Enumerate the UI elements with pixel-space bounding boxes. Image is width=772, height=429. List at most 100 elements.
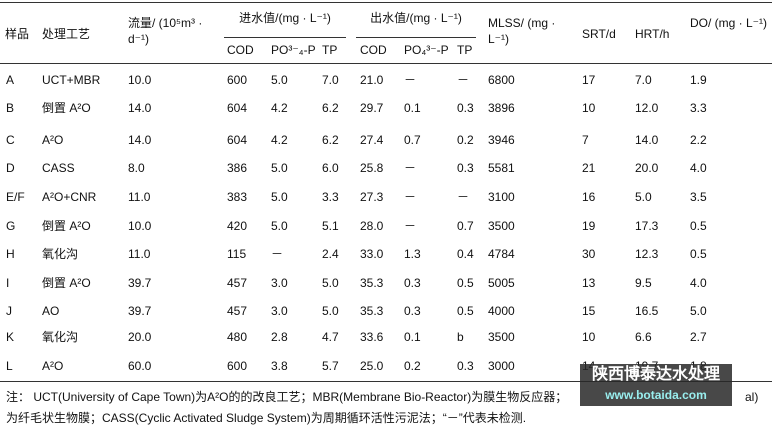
- cell: 3000: [488, 359, 515, 373]
- cell: 5581: [488, 161, 515, 175]
- cell: －: [404, 73, 417, 87]
- cell: L: [6, 359, 13, 373]
- cell: 8.0: [128, 161, 145, 175]
- cell: 19: [582, 219, 596, 233]
- cell: 27.3: [360, 190, 384, 204]
- cell: 0.5: [690, 219, 707, 233]
- cell: 5.0: [690, 304, 707, 318]
- cell: －: [457, 190, 470, 204]
- cell: 4784: [488, 247, 515, 261]
- cell: 0.3: [457, 101, 474, 115]
- cell: 28.0: [360, 219, 384, 233]
- subheader: PO³⁻₄-P: [271, 43, 316, 57]
- header: 流量/ (10⁵m³ · d⁻¹): [128, 16, 203, 46]
- cell: 29.7: [360, 101, 384, 115]
- cell: 6.6: [635, 330, 652, 344]
- note: al): [745, 390, 759, 404]
- cell: 7: [582, 133, 589, 147]
- watermark-title: 陕西博泰达水处理: [591, 366, 720, 383]
- cell: 4.7: [322, 330, 339, 344]
- cell: 2.4: [322, 247, 339, 261]
- cell: 7.0: [322, 73, 339, 87]
- cell: 5.0: [322, 304, 339, 318]
- cell: A: [6, 73, 15, 87]
- cell: 5.0: [271, 73, 288, 87]
- subheader: COD: [227, 43, 254, 57]
- cell: 6800: [488, 73, 515, 87]
- cell: 14.0: [128, 133, 152, 147]
- watermark: 陕西博泰达水处理 www.botaida.com: [580, 364, 732, 406]
- cell: 3.3: [690, 101, 707, 115]
- header: 处理工艺: [42, 27, 91, 41]
- cell: 25.8: [360, 161, 384, 175]
- cell: 0.3: [457, 161, 474, 175]
- cell: 21: [582, 161, 596, 175]
- group-rule: [224, 37, 346, 38]
- cell: AO: [42, 304, 60, 318]
- header: 进水值/(mg · L⁻¹): [239, 11, 331, 25]
- cell: 6.2: [322, 133, 339, 147]
- cell: 7.0: [635, 73, 652, 87]
- cell: 604: [227, 101, 248, 115]
- cell: 0.5: [457, 304, 474, 318]
- cell: 0.2: [457, 133, 474, 147]
- cell: C: [6, 133, 15, 147]
- cell: I: [6, 276, 10, 290]
- cell: 0.7: [404, 133, 421, 147]
- header: 样品: [5, 27, 30, 41]
- cell: 5.7: [322, 359, 339, 373]
- subheader: COD: [360, 43, 387, 57]
- cell: A²O: [42, 359, 64, 373]
- cell: 16.5: [635, 304, 659, 318]
- cell: 3.3: [322, 190, 339, 204]
- cell: 600: [227, 73, 248, 87]
- cell: E/F: [6, 190, 25, 204]
- cell: 14.0: [635, 133, 659, 147]
- cell: 386: [227, 161, 248, 175]
- cell: 2.8: [271, 330, 288, 344]
- cell: 3100: [488, 190, 515, 204]
- cell: 35.3: [360, 304, 384, 318]
- cell: 5.0: [322, 276, 339, 290]
- cell: 5.0: [271, 190, 288, 204]
- cell: 457: [227, 304, 248, 318]
- cell: 60.0: [128, 359, 152, 373]
- header-rule: [0, 63, 772, 64]
- cell: 倒置 A²O: [42, 219, 91, 233]
- cell: J: [6, 304, 12, 318]
- cell: 480: [227, 330, 248, 344]
- note: 注： UCT(University of Cape Town)为A²O的的改良工…: [6, 390, 568, 404]
- cell: 383: [227, 190, 248, 204]
- cell: 0.5: [690, 247, 707, 261]
- cell: 0.5: [457, 276, 474, 290]
- cell: UCT+MBR: [42, 73, 101, 87]
- cell: －: [404, 219, 417, 233]
- cell: 3946: [488, 133, 515, 147]
- cell: 604: [227, 133, 248, 147]
- cell: －: [271, 247, 284, 261]
- cell: D: [6, 161, 15, 175]
- cell: 氧化沟: [42, 247, 79, 261]
- cell: 17: [582, 73, 596, 87]
- subheader: TP: [322, 43, 338, 57]
- cell: 1.3: [404, 247, 421, 261]
- cell: 13: [582, 276, 596, 290]
- cell: 5.0: [271, 161, 288, 175]
- cell: 4.0: [690, 161, 707, 175]
- cell: 0.3: [457, 359, 474, 373]
- cell: 3.8: [271, 359, 288, 373]
- header: SRT/d: [582, 27, 616, 41]
- cell: 14.0: [128, 101, 152, 115]
- cell: 30: [582, 247, 596, 261]
- cell: 0.3: [404, 304, 421, 318]
- cell: 3500: [488, 330, 515, 344]
- cell: 10: [582, 330, 596, 344]
- cell: 3896: [488, 101, 515, 115]
- cell: 420: [227, 219, 248, 233]
- group-rule: [356, 37, 476, 38]
- cell: 0.1: [404, 330, 421, 344]
- cell: 5.0: [271, 219, 288, 233]
- cell: 氧化沟: [42, 330, 79, 344]
- cell: －: [404, 161, 417, 175]
